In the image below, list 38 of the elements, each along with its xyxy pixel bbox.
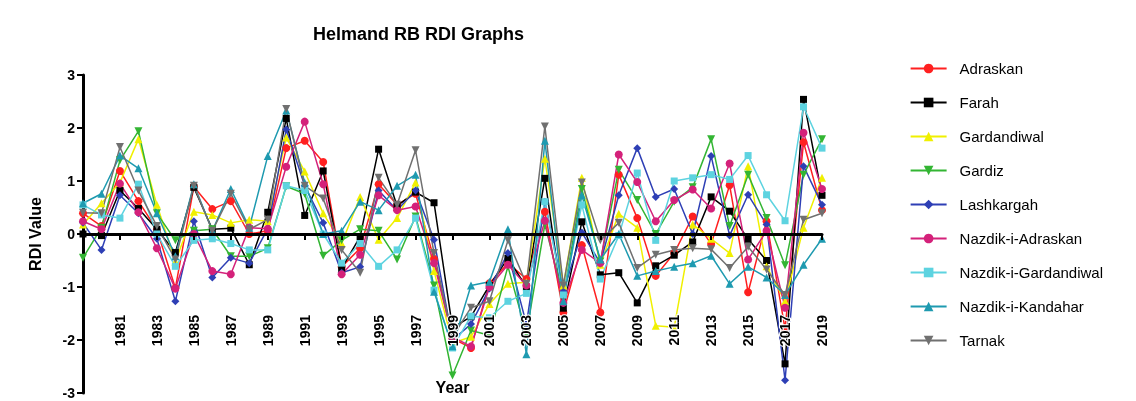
legend-label: Gardandiwal [959, 128, 1044, 145]
y-axis-title: RDI Value [26, 197, 44, 271]
legend-label: Adraskan [959, 60, 1023, 77]
legend-label: Nazdik-i-Gardandiwal [959, 264, 1103, 281]
y-tick-label: -3 [62, 385, 76, 401]
x-tick-label: 2001 [481, 314, 498, 347]
legend-label: Gardiz [959, 162, 1004, 179]
x-tick-label: 1995 [370, 314, 387, 347]
x-tick-label: 2017 [777, 314, 794, 347]
x-tick-label: 1983 [148, 314, 165, 347]
legend-label: Farah [959, 94, 999, 111]
legend-label: Nazdik-i-Kandahar [959, 298, 1084, 315]
x-tick-label: 1997 [407, 314, 424, 347]
x-tick-label: 2011 [666, 314, 683, 346]
x-tick-label: 2015 [740, 314, 757, 347]
chart-title: Helmand RB RDI Graphs [313, 24, 525, 44]
x-tick-label: 2007 [592, 314, 609, 347]
x-tick-label: 1993 [333, 314, 350, 347]
x-tick-label: 2013 [703, 314, 720, 347]
x-axis-title: Year [435, 378, 470, 396]
y-tick-label: 2 [67, 120, 76, 136]
y-tick-label: 3 [67, 67, 76, 83]
x-tick-label: 2003 [518, 314, 535, 347]
x-tick-label: 1985 [185, 314, 202, 347]
legend-label: Nazdik-i-Adraskan [959, 230, 1083, 247]
x-tick-label: 2019 [814, 314, 830, 347]
x-tick-label: 1987 [222, 314, 239, 347]
y-tick-label: 1 [67, 173, 76, 189]
y-tick-label: -2 [62, 332, 76, 348]
y-tick-label: -1 [62, 279, 76, 295]
legend-label: Tarnak [959, 332, 1006, 349]
x-tick-label: 1989 [259, 314, 276, 347]
x-tick-label: 1981 [111, 314, 128, 347]
x-tick-label: 2009 [629, 314, 646, 347]
legend-label: Lashkargah [959, 196, 1039, 213]
x-tick-label: 1991 [296, 314, 313, 347]
y-tick-label: 0 [67, 226, 76, 242]
x-tick-label: 2005 [555, 314, 572, 347]
